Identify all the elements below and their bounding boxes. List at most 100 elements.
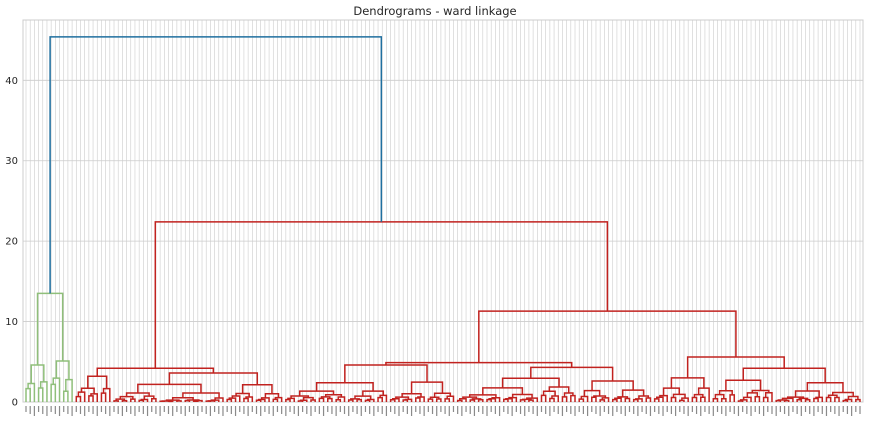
leaf-label-mark xyxy=(767,406,769,412)
leaf-label-mark xyxy=(851,406,853,416)
leaf-label-mark xyxy=(125,406,128,412)
leaf-label-mark xyxy=(163,406,165,412)
leaf-label-mark xyxy=(503,406,505,412)
leaf-label-mark xyxy=(637,406,639,416)
leaf-label-mark xyxy=(557,406,559,414)
leaf-label-mark xyxy=(151,406,153,412)
leaf-label-mark xyxy=(599,406,601,416)
leaf-label-mark xyxy=(574,406,576,416)
leaf-label-mark xyxy=(825,406,828,416)
leaf-label-mark xyxy=(498,406,501,416)
grid-layer xyxy=(23,20,863,403)
leaf-label-mark xyxy=(855,406,857,412)
leaf-label-mark xyxy=(649,406,652,416)
leaf-label-mark xyxy=(356,406,358,414)
leaf-label-mark xyxy=(276,406,279,412)
leaf-label-mark xyxy=(373,406,375,416)
leaf-label-mark xyxy=(775,406,777,416)
leaf-label-mark xyxy=(729,406,731,412)
leaf-label-mark xyxy=(788,406,790,416)
leaf-label-mark xyxy=(473,406,476,416)
axes-frame xyxy=(22,19,864,403)
leaf-label-mark xyxy=(763,406,765,416)
leaf-label-mark xyxy=(691,406,693,412)
leaf-label-mark xyxy=(519,406,522,414)
leaf-label-mark xyxy=(532,406,534,414)
tree-layer xyxy=(25,36,861,403)
leaf-label-mark xyxy=(469,406,471,414)
leaf-label-mark xyxy=(297,406,300,416)
leaf-label-mark xyxy=(197,406,199,416)
leaf-label-mark xyxy=(712,406,714,416)
leaf-label-mark xyxy=(58,406,61,416)
leaf-label-mark xyxy=(679,406,681,412)
leaf-label-mark xyxy=(486,406,488,416)
leaf-label-mark xyxy=(683,406,685,414)
leaf-label-mark xyxy=(79,406,82,414)
leaf-label-mark xyxy=(725,406,727,416)
leaf-label-mark xyxy=(515,406,517,412)
leaf-label-mark xyxy=(482,406,484,414)
leaf-label-mark xyxy=(771,406,773,414)
leaf-label-mark xyxy=(335,406,337,416)
leaf-label-mark xyxy=(603,406,605,412)
leaf-label-mark xyxy=(528,406,530,412)
leaf-label-mark xyxy=(628,406,631,412)
leaf-label-mark xyxy=(302,406,304,412)
leaf-label-mark xyxy=(25,406,27,412)
leaf-label-mark xyxy=(398,406,400,416)
leaf-label-mark xyxy=(188,406,191,412)
leaf-label-mark xyxy=(381,406,383,414)
leaf-label-mark xyxy=(364,406,367,412)
leaf-label-mark xyxy=(830,406,832,412)
leaf-label-mark xyxy=(67,406,69,414)
leaf-label-mark xyxy=(708,406,710,414)
leaf-label-mark xyxy=(92,406,94,414)
leaf-label-mark xyxy=(184,406,186,416)
leaf-label-mark xyxy=(742,406,744,412)
y-tick-label: 20 xyxy=(5,237,18,248)
leaf-label-mark xyxy=(327,406,329,412)
dendrogram-link xyxy=(521,398,532,401)
chart-title: Dendrograms - ward linkage xyxy=(353,4,516,18)
leaf-label-mark xyxy=(452,406,455,412)
leaf-label-mark xyxy=(536,406,538,416)
leaf-label-mark xyxy=(394,406,396,414)
leaf-label-mark xyxy=(272,406,274,416)
leaf-label-mark xyxy=(415,406,417,412)
leaf-label-mark xyxy=(218,406,220,414)
leaf-label-mark xyxy=(88,406,90,412)
leaf-label-mark xyxy=(662,406,664,416)
leaf-label-mark xyxy=(423,406,425,416)
leaf-label-mark xyxy=(494,406,496,414)
leaf-label-mark xyxy=(264,406,266,412)
leaf-label-mark xyxy=(180,406,182,414)
leaf-label-mark xyxy=(674,406,677,416)
leaf-label-mark xyxy=(641,406,643,412)
leaf-label-mark xyxy=(138,406,140,412)
leaf-label-mark xyxy=(100,406,103,412)
leaf-label-mark xyxy=(578,406,580,412)
leaf-label-mark xyxy=(813,406,815,416)
leaf-label-mark xyxy=(716,406,719,412)
leaf-label-mark xyxy=(817,406,819,412)
leaf-label-mark xyxy=(796,406,798,414)
leaf-label-mark xyxy=(687,406,689,416)
axes-layer: 0 10 20 30 40 xyxy=(5,19,864,409)
y-tick-label: 40 xyxy=(5,76,18,87)
leaf-label-mark xyxy=(733,406,735,414)
leaf-label-mark xyxy=(54,406,56,414)
leaf-label-mark xyxy=(113,406,115,412)
leaf-label-mark xyxy=(37,406,40,412)
leaf-label-mark xyxy=(109,406,111,416)
leaf-label-mark xyxy=(172,406,174,416)
leaf-label-mark xyxy=(754,406,756,412)
leaf-label-mark xyxy=(545,406,547,414)
leaf-label-mark xyxy=(193,406,195,414)
leaf-label-mark xyxy=(511,406,513,416)
leaf-label-mark xyxy=(255,406,258,414)
leaf-label-mark xyxy=(645,406,647,414)
leaf-label-mark xyxy=(842,406,844,412)
leaf-label-mark xyxy=(624,406,626,416)
leaf-label-mark xyxy=(792,406,794,412)
